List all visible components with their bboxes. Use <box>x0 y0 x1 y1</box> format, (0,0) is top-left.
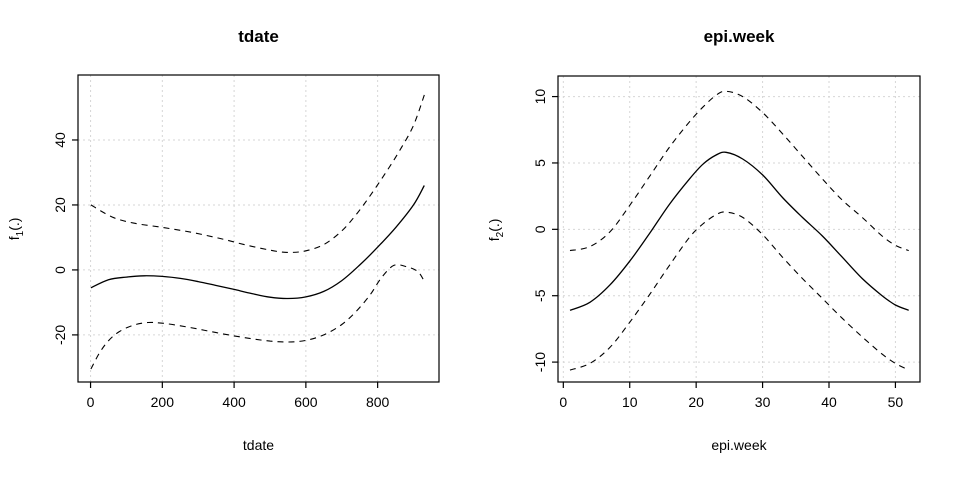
y-tick-label: -5 <box>532 289 548 302</box>
y-label-rest: (.) <box>486 218 503 232</box>
x-tick-label: 10 <box>622 394 638 410</box>
y-tick-label: 0 <box>52 266 68 274</box>
x-axis-label-tdate: tdate <box>242 437 275 453</box>
panel-tdate: 0 200 400 600 800 -20 0 20 40 <box>52 74 440 410</box>
series-smooth-estimate <box>569 151 909 311</box>
series-lower-confidence-band <box>90 264 425 370</box>
y-tick-label: 5 <box>532 159 548 167</box>
plot-box <box>77 74 440 383</box>
y-tick-label: -20 <box>52 325 68 345</box>
x-tick-label: 50 <box>888 394 904 410</box>
series-upper-confidence-band <box>90 92 426 253</box>
x-tick-label: 800 <box>366 394 390 410</box>
chart-title-tdate: tdate <box>238 27 279 46</box>
series-lower-confidence-band <box>569 211 909 371</box>
series-smooth-estimate <box>90 185 425 300</box>
y-tick-label: 40 <box>52 132 68 148</box>
y-tick-label: -10 <box>532 352 548 372</box>
y-label-subscript: 2 <box>494 231 506 238</box>
x-tick-label: 40 <box>821 394 837 410</box>
x-tick-label: 200 <box>151 394 175 410</box>
y-label-rest: (.) <box>6 217 23 231</box>
y-axis-label-f1: f1(.) <box>6 199 26 259</box>
x-tick-label: 400 <box>222 394 246 410</box>
y-tick-label: 0 <box>532 225 548 233</box>
x-tick-label: 0 <box>559 394 567 410</box>
panel-epi.week: 0 10 20 30 40 50 -10 -5 0 5 10 <box>532 75 921 410</box>
y-axis-label-f2: f2(.) <box>486 200 506 260</box>
series-upper-confidence-band <box>569 90 909 252</box>
x-tick-label: 0 <box>87 394 95 410</box>
chart-title-epi-week: epi.week <box>703 27 775 46</box>
y-label-base: f <box>6 236 23 241</box>
x-tick-label: 30 <box>755 394 771 410</box>
y-label-base: f <box>486 237 503 242</box>
y-tick-label: 10 <box>532 89 548 105</box>
y-tick-label: 20 <box>52 197 68 213</box>
y-label-subscript: 1 <box>14 230 26 237</box>
x-tick-label: 20 <box>688 394 704 410</box>
x-axis-label-epi-week: epi.week <box>711 437 767 453</box>
x-tick-label: 600 <box>294 394 318 410</box>
plot-box <box>557 75 921 383</box>
